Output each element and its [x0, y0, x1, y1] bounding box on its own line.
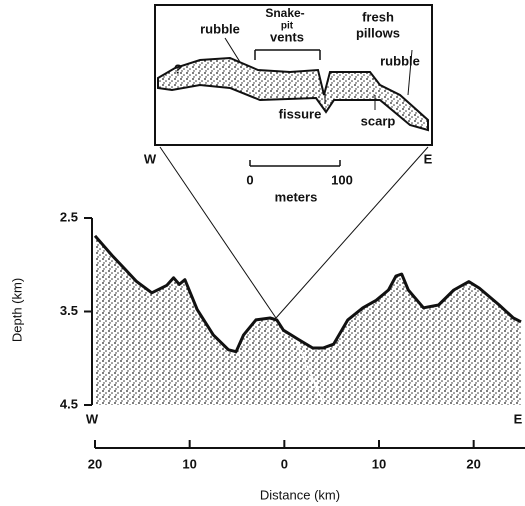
leader [224, 37, 241, 63]
y-tick-label: 3.5 [60, 303, 78, 318]
zoom-line [275, 146, 429, 319]
inset-label: vents [270, 29, 304, 44]
y-axis-label: Depth (km) [9, 278, 24, 342]
inset-label: fissure [279, 106, 322, 121]
y-tick-label: 2.5 [60, 209, 78, 224]
x-tick-label: 10 [372, 456, 386, 471]
scale-unit: meters [275, 189, 318, 204]
x-axis-label: Distance (km) [260, 487, 340, 502]
end-label: E [514, 411, 523, 426]
end-label: W [86, 411, 99, 426]
y-tick-label: 4.5 [60, 396, 78, 411]
inset-end-label: W [144, 151, 157, 166]
scale-label: 0 [246, 172, 253, 187]
inset: rubble Snake- pit vents fresh pillows ru… [154, 4, 433, 146]
inset-end-label: E [424, 151, 433, 166]
x-tick-label: 20 [88, 456, 102, 471]
inset-label: pillows [356, 25, 400, 40]
inset-seafloor [157, 56, 429, 132]
inset-label: fresh [362, 9, 394, 24]
leader [407, 49, 413, 96]
x-tick-label: 20 [466, 456, 480, 471]
profile-line [93, 234, 522, 354]
x-tick-label: 10 [182, 456, 196, 471]
inset-label: rubble [380, 53, 420, 68]
inset-label: ? [174, 61, 182, 76]
inset-label: rubble [200, 21, 240, 36]
zoom-line [159, 146, 277, 319]
inset-label: pit [281, 21, 294, 32]
inset-label: scarp [361, 113, 396, 128]
scale-label: 100 [331, 172, 353, 187]
inset-label: Snake- [265, 6, 304, 20]
area-fill [95, 235, 521, 405]
x-tick-label: 0 [281, 456, 288, 471]
